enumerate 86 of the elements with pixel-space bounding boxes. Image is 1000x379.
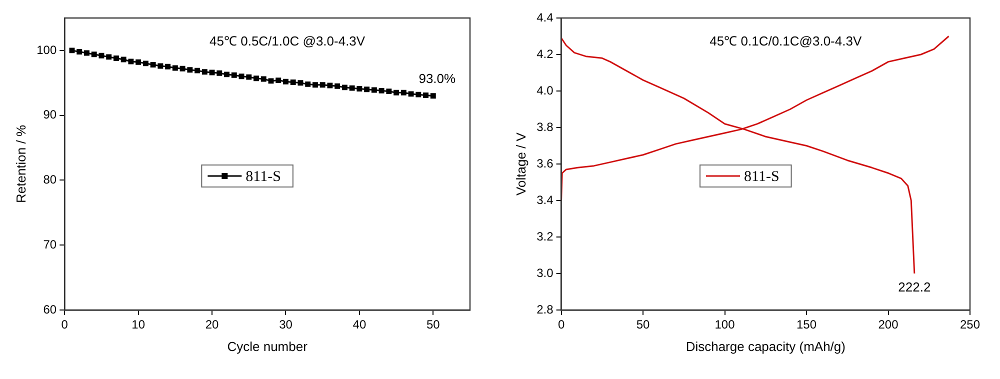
y-tick-label: 90 — [43, 108, 57, 122]
point — [364, 86, 370, 92]
x-tick-label: 50 — [426, 318, 440, 332]
point — [172, 65, 178, 71]
y-tick-label: 3.2 — [536, 229, 554, 244]
point — [180, 66, 186, 72]
point — [430, 93, 436, 99]
y-tick-label: 80 — [43, 172, 57, 187]
point — [113, 56, 119, 61]
point — [120, 56, 126, 62]
y-tick-label: 100 — [36, 42, 57, 57]
point — [84, 50, 90, 56]
point — [238, 74, 244, 80]
point — [416, 92, 422, 98]
text: 45℃ 0.1C/0.1C@3.0-4.3V — [710, 34, 862, 49]
point — [342, 84, 348, 90]
x-tick-label: 40 — [352, 318, 366, 332]
point — [298, 80, 304, 86]
point — [283, 78, 288, 84]
x-axis-title: Cycle number — [227, 338, 308, 354]
x-tick-label: 250 — [960, 318, 980, 332]
x-tick-label: 200 — [878, 318, 899, 332]
x-tick-label: 100 — [714, 318, 736, 332]
point — [128, 58, 134, 64]
point — [98, 52, 104, 58]
point — [268, 78, 274, 84]
y-tick-label: 3.4 — [536, 192, 554, 207]
x-tick-label: 30 — [279, 318, 293, 332]
annotation: 222.2 — [898, 280, 931, 295]
point — [165, 64, 171, 70]
y-tick-label: 4.2 — [536, 46, 554, 61]
point — [305, 81, 311, 87]
point — [69, 48, 75, 54]
y-axis-title: Retention / % — [13, 124, 28, 204]
point — [327, 82, 333, 88]
point — [194, 68, 200, 74]
point — [246, 74, 252, 80]
text: 45℃ 0.5C/1.0C @3.0-4.3V — [210, 34, 366, 49]
point — [231, 72, 237, 78]
y-tick-label: 2.8 — [536, 302, 554, 316]
point — [356, 86, 362, 92]
legend-label: 811-S — [246, 168, 281, 185]
point — [260, 76, 266, 82]
point — [187, 67, 193, 73]
point — [349, 85, 355, 91]
point — [254, 76, 259, 82]
point — [158, 63, 164, 69]
point — [423, 92, 429, 98]
point — [76, 49, 82, 54]
point — [408, 91, 414, 97]
x-tick-label: 50 — [636, 318, 650, 332]
point — [312, 82, 318, 88]
point — [378, 88, 384, 94]
point — [334, 83, 340, 89]
annotation: 93.0% — [418, 70, 456, 86]
y-tick-label: 3.6 — [536, 156, 554, 170]
point — [216, 70, 222, 76]
x-tick-label: 0 — [61, 318, 68, 332]
point — [91, 52, 97, 58]
point — [106, 54, 112, 60]
x-tick-label: 150 — [796, 318, 817, 332]
y-tick-label: 4.0 — [536, 83, 554, 98]
y-tick-label: 4.4 — [536, 10, 554, 24]
point — [371, 87, 377, 93]
y-tick-label: 3.8 — [536, 120, 554, 134]
point — [386, 88, 392, 94]
legend-label: 811-S — [744, 168, 780, 185]
point — [136, 59, 142, 65]
y-axis-title: Voltage / V — [513, 132, 528, 196]
point — [224, 72, 230, 78]
x-tick-label: 10 — [132, 318, 146, 332]
point — [394, 90, 400, 96]
y-tick-label: 70 — [43, 237, 57, 252]
point — [142, 60, 148, 66]
point — [276, 78, 282, 84]
y-tick-label: 3.0 — [536, 266, 554, 280]
point — [400, 90, 406, 96]
point — [150, 62, 156, 68]
x-tick-label: 0 — [558, 318, 565, 332]
x-tick-label: 20 — [205, 318, 220, 332]
point — [320, 82, 326, 88]
y-tick-label: 60 — [43, 302, 57, 316]
point — [202, 69, 208, 75]
point — [290, 80, 296, 85]
x-axis-title: Discharge capacity (mAh/g) — [686, 338, 846, 354]
point — [209, 70, 215, 76]
